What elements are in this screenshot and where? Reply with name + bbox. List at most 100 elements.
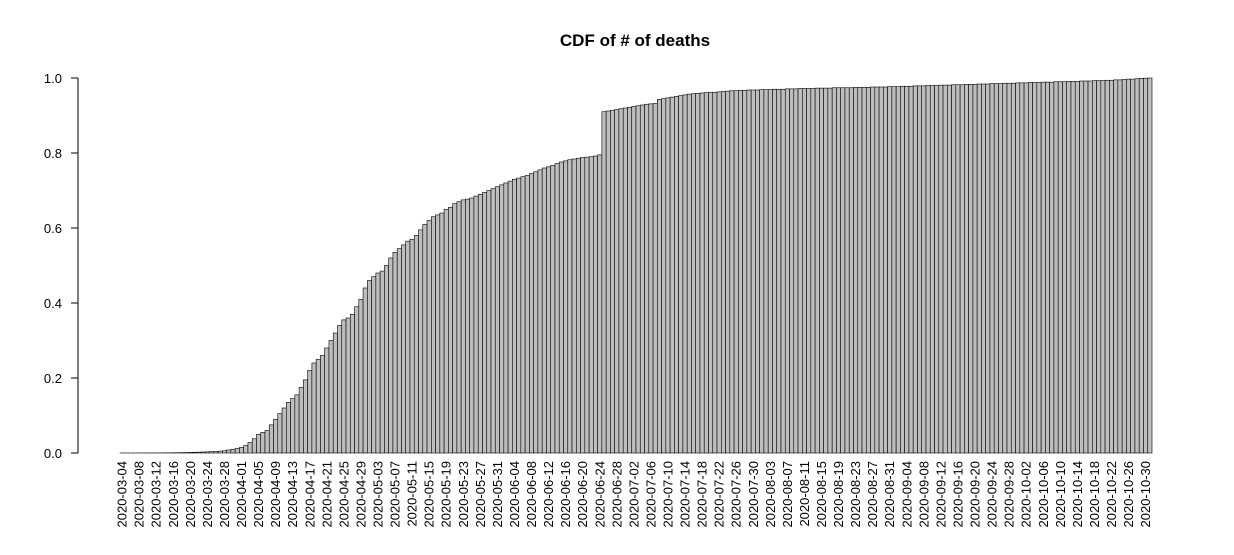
bar	[870, 86, 876, 454]
bar	[618, 108, 624, 454]
bar	[861, 87, 867, 454]
bar	[738, 90, 743, 454]
bar	[396, 248, 402, 454]
bar	[418, 229, 424, 454]
bar	[1002, 82, 1008, 454]
bar	[725, 90, 731, 454]
x-tick-label: 2020-03-12	[149, 461, 164, 528]
bar	[844, 87, 850, 454]
bar	[793, 88, 799, 454]
bar	[1091, 80, 1097, 454]
bar	[226, 449, 232, 454]
bar	[1062, 81, 1068, 454]
bar	[520, 176, 526, 454]
bar	[477, 193, 483, 454]
x-tick-label: 2020-10-22	[1104, 461, 1119, 528]
bar	[1053, 81, 1059, 454]
bar	[580, 157, 586, 454]
bar	[1096, 80, 1102, 454]
bar	[422, 223, 428, 454]
y-tick-label: 0.2	[44, 371, 62, 386]
bar	[413, 235, 419, 454]
bar	[584, 156, 590, 454]
x-tick-label: 2020-03-28	[217, 461, 232, 528]
bar	[516, 177, 522, 454]
bar	[251, 438, 257, 454]
bar	[362, 287, 368, 454]
bar	[529, 173, 534, 454]
x-tick-label: 2020-08-19	[831, 461, 846, 528]
bar	[853, 87, 859, 454]
bar	[260, 432, 266, 454]
bar	[533, 171, 539, 454]
bar	[1100, 80, 1106, 454]
bar	[1066, 81, 1072, 454]
bar	[836, 87, 841, 454]
bar	[1040, 81, 1046, 454]
bar	[610, 109, 615, 454]
bar	[729, 90, 735, 454]
bar	[767, 89, 773, 454]
bar	[678, 95, 684, 454]
bar	[652, 103, 658, 454]
bar	[1143, 77, 1149, 454]
bar	[354, 306, 360, 454]
bar	[1130, 78, 1136, 454]
bar	[669, 96, 675, 454]
x-tick-label: 2020-10-14	[1070, 461, 1085, 528]
bar	[878, 86, 884, 454]
bar	[452, 203, 458, 454]
bar	[857, 87, 863, 454]
bar	[558, 161, 564, 454]
x-tick-label: 2020-06-12	[541, 461, 556, 528]
bar	[639, 104, 645, 454]
x-tick-label: 2020-08-31	[882, 461, 897, 528]
bar	[571, 158, 577, 454]
bar	[541, 167, 547, 454]
bar	[976, 83, 982, 454]
x-tick-label: 2020-07-06	[643, 461, 658, 528]
bar	[388, 257, 394, 454]
bar	[605, 110, 611, 454]
bar	[294, 394, 300, 454]
bar	[1028, 82, 1033, 454]
x-tick-label: 2020-03-16	[166, 461, 181, 528]
bar	[887, 86, 893, 454]
x-tick-label: 2020-09-08	[916, 461, 931, 528]
bar	[972, 84, 978, 454]
x-tick-label: 2020-06-16	[558, 461, 573, 528]
bar	[196, 451, 202, 454]
bar	[665, 97, 671, 454]
bar	[494, 186, 500, 454]
x-tick-label: 2020-05-15	[422, 461, 437, 528]
y-tick-label: 0.8	[44, 146, 62, 161]
bar	[772, 88, 778, 454]
x-tick-label: 2020-07-02	[626, 461, 641, 528]
bar	[759, 89, 765, 454]
x-tick-label: 2020-03-04	[115, 461, 130, 528]
x-tick-label: 2020-04-21	[319, 461, 334, 528]
bar	[567, 159, 573, 454]
bar	[256, 433, 262, 454]
bar	[290, 398, 296, 454]
bar	[264, 430, 270, 454]
bar	[247, 442, 253, 454]
x-tick-label: 2020-10-02	[1019, 461, 1034, 528]
bar	[311, 362, 317, 454]
x-tick-label: 2020-05-19	[439, 461, 454, 528]
bar	[951, 84, 957, 454]
bar	[925, 85, 931, 454]
bar	[797, 88, 803, 454]
bar	[490, 188, 496, 454]
x-tick-label: 2020-08-23	[848, 461, 863, 528]
bar	[358, 298, 364, 454]
chart-title: CDF of # of deaths	[560, 31, 710, 50]
x-tick-label: 2020-05-23	[456, 461, 471, 528]
bar	[968, 84, 974, 454]
bar	[486, 190, 492, 454]
y-tick-label: 1.0	[44, 71, 62, 86]
bar	[298, 387, 304, 454]
bar	[426, 220, 432, 454]
x-tick-label: 2020-03-08	[132, 461, 147, 528]
